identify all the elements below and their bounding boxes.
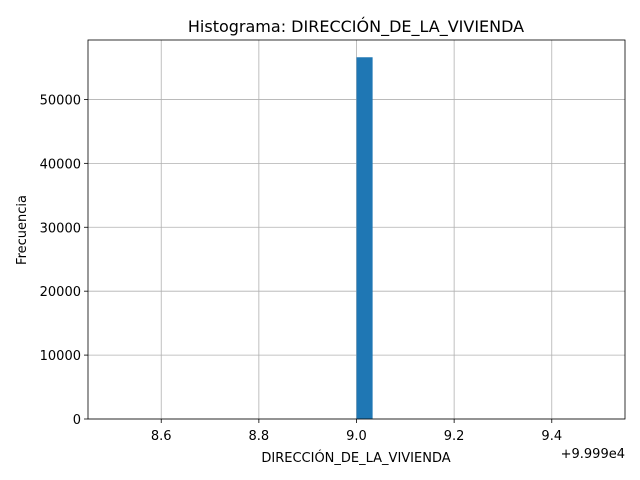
y-axis-label: Frecuencia: [15, 195, 30, 265]
bars: [356, 57, 373, 420]
x-tick-label: 8.8: [249, 429, 270, 444]
x-tick-label: 8.6: [151, 429, 172, 444]
x-tick-label: 9.2: [444, 429, 465, 444]
y-tick-label: 40000: [40, 157, 81, 172]
histogram-bar: [356, 57, 373, 420]
ticks: 8.6 8.8 9.0 9.2 9.4 0 10000 20000 30000 40000 5000…: [40, 93, 562, 444]
x-tick-label: 9.0: [346, 429, 367, 444]
x-axis-label: DIRECCIÓN_DE_LA_VIVIENDA: [261, 450, 450, 466]
x-offset-label: +9.999e4: [561, 447, 625, 462]
y-tick-label: 20000: [40, 285, 81, 300]
x-tick-label: 9.4: [541, 429, 562, 444]
y-tick-label: 30000: [40, 221, 81, 236]
y-tick-label: 50000: [40, 93, 81, 108]
y-tick-label: 10000: [40, 349, 81, 364]
chart-title: Histograma: DIRECCIÓN_DE_LA_VIVIENDA: [188, 17, 524, 37]
y-tick-label: 0: [73, 413, 81, 428]
